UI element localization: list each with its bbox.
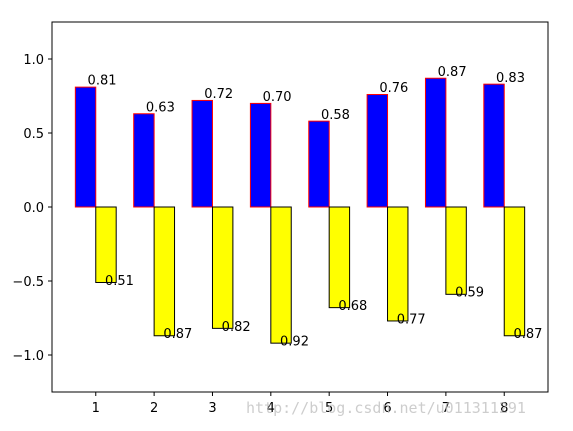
bar-positive-7 bbox=[424, 77, 447, 208]
y-tick-label-5: 1.0 bbox=[23, 53, 44, 68]
data-label-negative-4: 0.92 bbox=[280, 335, 309, 350]
x-tick-label-4: 4 bbox=[267, 401, 275, 416]
axis-ticks-layer: 1 2 3 4 5 6 7 8 −1.0 −0.5 0.0 0.5 1.0 bbox=[12, 53, 508, 416]
bar-negative-2 bbox=[153, 206, 176, 337]
bar-positive-6 bbox=[366, 94, 389, 208]
bar-positive-3 bbox=[191, 99, 213, 208]
data-label-positive-3: 0.72 bbox=[204, 87, 233, 102]
data-label-negative-8: 0.87 bbox=[513, 327, 542, 342]
plot-frame bbox=[51, 21, 549, 393]
x-tick-label-7: 7 bbox=[442, 401, 450, 416]
data-label-positive-5: 0.58 bbox=[321, 108, 350, 123]
bar-positive-8 bbox=[483, 83, 505, 208]
bar-positive-1 bbox=[74, 86, 97, 208]
x-tick-label-8: 8 bbox=[500, 401, 508, 416]
bar-positive-2 bbox=[133, 113, 155, 208]
data-label-negative-5: 0.68 bbox=[338, 299, 367, 314]
y-tick-label-2: −0.5 bbox=[12, 275, 44, 290]
data-label-positive-6: 0.76 bbox=[379, 81, 408, 96]
bars-layer bbox=[74, 77, 526, 344]
x-tick-label-2: 2 bbox=[150, 401, 158, 416]
watermark-text: http://blog.csdn.net/u011311291 bbox=[246, 399, 526, 417]
bar-negative-1 bbox=[95, 206, 117, 283]
y-tick-label-3: 0.0 bbox=[23, 201, 44, 216]
data-label-positive-7: 0.87 bbox=[438, 65, 467, 80]
data-label-negative-7: 0.59 bbox=[455, 286, 484, 301]
bar-negative-6 bbox=[387, 206, 409, 322]
data-label-negative-3: 0.82 bbox=[222, 320, 251, 335]
x-tick-label-3: 3 bbox=[208, 401, 216, 416]
data-labels-layer: 0.81 0.51 0.63 0.87 0.72 0.82 0.70 0.92 0.58 0.68… bbox=[88, 65, 543, 350]
y-tick-label-4: 0.5 bbox=[23, 127, 44, 142]
data-label-positive-2: 0.63 bbox=[146, 100, 175, 115]
bar-positive-4 bbox=[249, 102, 272, 208]
data-label-negative-6: 0.77 bbox=[397, 312, 426, 327]
x-tick-label-1: 1 bbox=[92, 401, 100, 416]
data-label-positive-1: 0.81 bbox=[88, 74, 117, 89]
bar-positive-5 bbox=[308, 120, 330, 208]
bar-negative-8 bbox=[503, 206, 526, 337]
x-tick-label-6: 6 bbox=[383, 401, 391, 416]
data-label-negative-1: 0.51 bbox=[105, 274, 134, 289]
bar-negative-5 bbox=[328, 206, 351, 309]
bar-negative-7 bbox=[445, 206, 467, 295]
bar-negative-4 bbox=[270, 206, 292, 344]
data-label-positive-8: 0.83 bbox=[496, 71, 525, 86]
data-label-positive-4: 0.70 bbox=[263, 90, 292, 105]
y-tick-label-1: −1.0 bbox=[12, 349, 44, 364]
data-label-negative-2: 0.87 bbox=[163, 327, 192, 342]
x-tick-label-5: 5 bbox=[325, 401, 333, 416]
bar-negative-3 bbox=[211, 206, 234, 329]
